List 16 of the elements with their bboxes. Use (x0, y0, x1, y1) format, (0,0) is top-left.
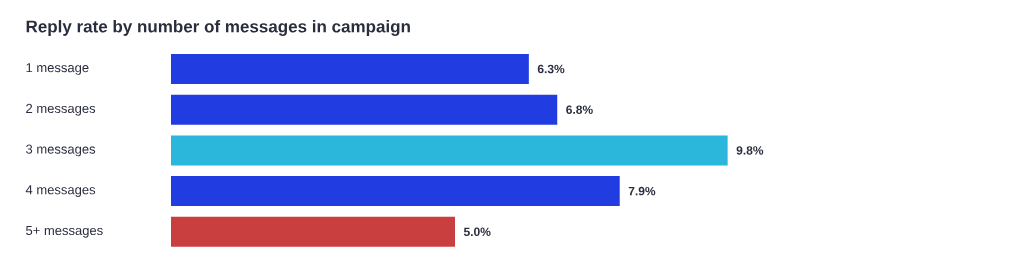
bar (171, 54, 529, 84)
data-label: 5.0% (463, 227, 491, 237)
data-label: 7.9% (628, 186, 656, 196)
data-label: 9.8% (736, 146, 764, 155)
bar (171, 216, 455, 247)
y-tick-label: 3 messages (26, 144, 96, 157)
y-tick-label: 2 messages (26, 103, 96, 116)
bar (171, 176, 620, 207)
bar (171, 94, 558, 125)
y-tick-label: 1 message (26, 63, 89, 75)
data-label: 6.3% (537, 64, 565, 74)
bar (171, 135, 728, 166)
y-tick-label: 4 messages (25, 185, 96, 197)
y-tick-label: 5+ messages (26, 225, 103, 238)
data-label: 6.8% (566, 105, 593, 114)
chart-title: Reply rate by number of messages in campaign (26, 20, 410, 36)
